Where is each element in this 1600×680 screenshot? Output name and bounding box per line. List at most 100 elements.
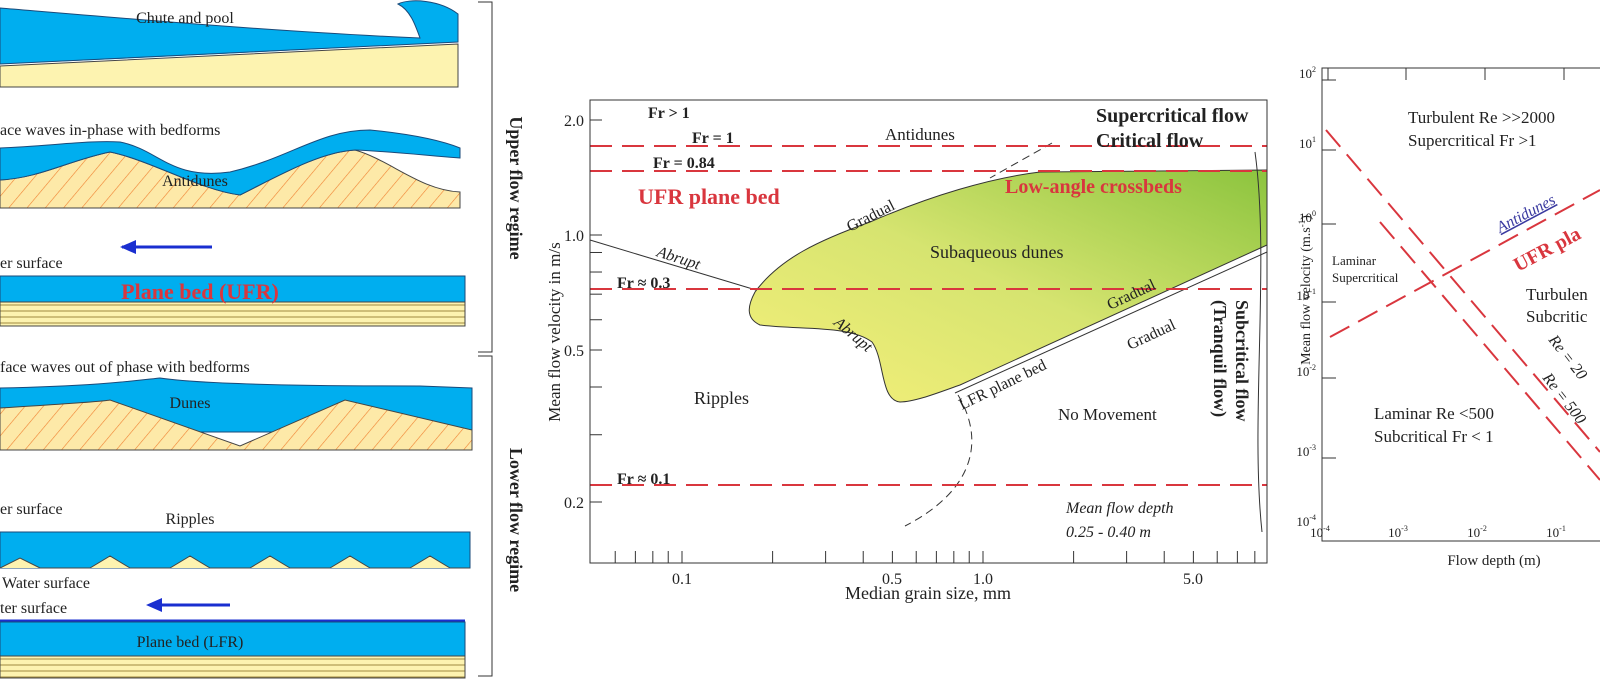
label: 0.25 - 0.40 m <box>1066 524 1151 541</box>
bracket <box>478 1 493 353</box>
tick-exp: -3 <box>1401 524 1408 533</box>
regime-label: Upper flow regime <box>506 116 526 259</box>
y-tick-label: 10-2 <box>1296 363 1316 379</box>
tick-exp: 1 <box>1312 135 1316 144</box>
label: Supercritical Fr >1 <box>1408 131 1537 150</box>
tick-base: 10 <box>1296 444 1309 459</box>
y-axis-label: Mean flow velocity (m.s <box>1299 227 1314 365</box>
panel-caption: face waves out of phase with bedforms <box>0 359 250 376</box>
water-layer <box>0 621 466 657</box>
boundary <box>1254 151 1263 533</box>
arrow-head <box>146 598 162 612</box>
y-tick-label: 0.5 <box>564 343 584 360</box>
x-tick-label: 0.5 <box>882 571 902 588</box>
tick-exp: 2 <box>1312 65 1316 74</box>
label: Ripples <box>694 388 749 408</box>
boundary <box>954 251 1268 394</box>
x-tick-label: 10-3 <box>1388 524 1408 540</box>
label: Fr = 1 <box>692 130 734 147</box>
boundary <box>589 239 757 291</box>
tick-base: 10 <box>1299 210 1312 225</box>
label: Mean flow depth <box>1065 500 1174 517</box>
x-tick-label: 10-1 <box>1546 524 1566 540</box>
panel-caption: er surface <box>0 501 63 518</box>
label: Abrupt <box>654 243 703 273</box>
label: Turbulen <box>1526 285 1588 304</box>
arrow-head <box>120 240 136 254</box>
panel-label: Plane bed (UFR) <box>121 279 279 304</box>
label: UFR plane bed <box>638 184 780 209</box>
tick-base: 10 <box>1546 525 1559 540</box>
x-tick-label: 5.0 <box>1183 571 1203 588</box>
tick-exp: -4 <box>1323 524 1330 533</box>
panel-caption: Water surface <box>2 575 90 592</box>
left-panel: Chute and pool ace waves in-phase with b… <box>0 0 526 679</box>
x-tick-label: 1.0 <box>973 571 993 588</box>
boundary <box>904 394 973 527</box>
label: Supercritical flow <box>1096 105 1249 127</box>
y-axis-label: Mean flow velocity in m/s <box>545 242 564 421</box>
label: UFR pla <box>1510 223 1585 277</box>
label: Fr ≈ 0.1 <box>617 471 670 488</box>
y-tick-label: 10-4 <box>1296 513 1316 529</box>
label: Critical flow <box>1096 130 1204 152</box>
panel-label: Plane bed (LFR) <box>137 634 244 651</box>
label: Gradual <box>1125 316 1179 353</box>
x-axis-label: Median grain size, mm <box>845 583 1011 603</box>
y-axis-label: Mean flow velocity (m.s-1) <box>1297 215 1314 365</box>
boundary <box>989 142 1053 179</box>
panel-label: Chute and pool <box>136 10 234 27</box>
label: Turbulent Re >>2000 <box>1408 108 1555 127</box>
x-tick-label: 10-4 <box>1310 524 1330 540</box>
tick-base: 10 <box>1310 525 1323 540</box>
tick-base: 10 <box>1299 66 1312 81</box>
froude-line <box>1329 189 1600 338</box>
chute-water <box>0 0 459 65</box>
sand-layer <box>0 655 466 679</box>
label: Subcritic <box>1526 307 1588 326</box>
y-tick-label: 100 <box>1299 209 1316 225</box>
y-tick-label: 0.2 <box>564 495 584 512</box>
label: Fr > 1 <box>648 105 690 122</box>
panel-label: Ripples <box>166 511 215 528</box>
y-tick-label: 1.0 <box>564 228 584 245</box>
sand-layer <box>0 301 466 327</box>
tick-exp: -2 <box>1309 363 1316 372</box>
ripple-sand <box>0 555 470 569</box>
ticks <box>590 119 1256 563</box>
label: Fr ≈ 0.3 <box>617 275 670 292</box>
label: Low-angle crossbeds <box>1005 176 1182 198</box>
tick-base: 10 <box>1296 288 1309 303</box>
bedform-chart: 2.0 1.0 0.5 0.2 0.1 0.5 1.0 5.0 Median g… <box>545 99 1268 603</box>
panel-caption: er surface <box>0 255 63 272</box>
panel-label: Antidunes <box>162 173 228 190</box>
label: Fr = 0.84 <box>653 155 715 172</box>
panel-label: Dunes <box>170 395 211 412</box>
label: Antidunes <box>1493 191 1558 237</box>
tick-base: 10 <box>1296 364 1309 379</box>
tick-base: 10 <box>1467 525 1480 540</box>
y-tick-label: 101 <box>1299 135 1316 151</box>
x-tick-label: 10-2 <box>1467 524 1487 540</box>
y-tick-label: 2.0 <box>564 113 584 130</box>
plot-frame <box>589 99 1268 564</box>
reynolds-line <box>1325 129 1600 453</box>
panel-caption: ter surface <box>0 600 67 617</box>
tick-exp: -3 <box>1309 443 1316 452</box>
label: Subaqueous dunes <box>930 242 1064 262</box>
tick-exp: -4 <box>1309 513 1316 522</box>
reynolds-line <box>1379 221 1600 481</box>
tick-base: 10 <box>1296 514 1309 529</box>
y-axis-label: -1 <box>1297 220 1307 228</box>
y-tick-label: 10-3 <box>1296 443 1316 459</box>
tick-exp: -2 <box>1480 524 1487 533</box>
x-tick-label: 0.1 <box>672 571 692 588</box>
regime-label: Lower flow regime <box>506 448 526 592</box>
bracket <box>478 355 493 677</box>
tick-base: 10 <box>1299 136 1312 151</box>
y-axis-label: ) <box>1299 215 1314 220</box>
